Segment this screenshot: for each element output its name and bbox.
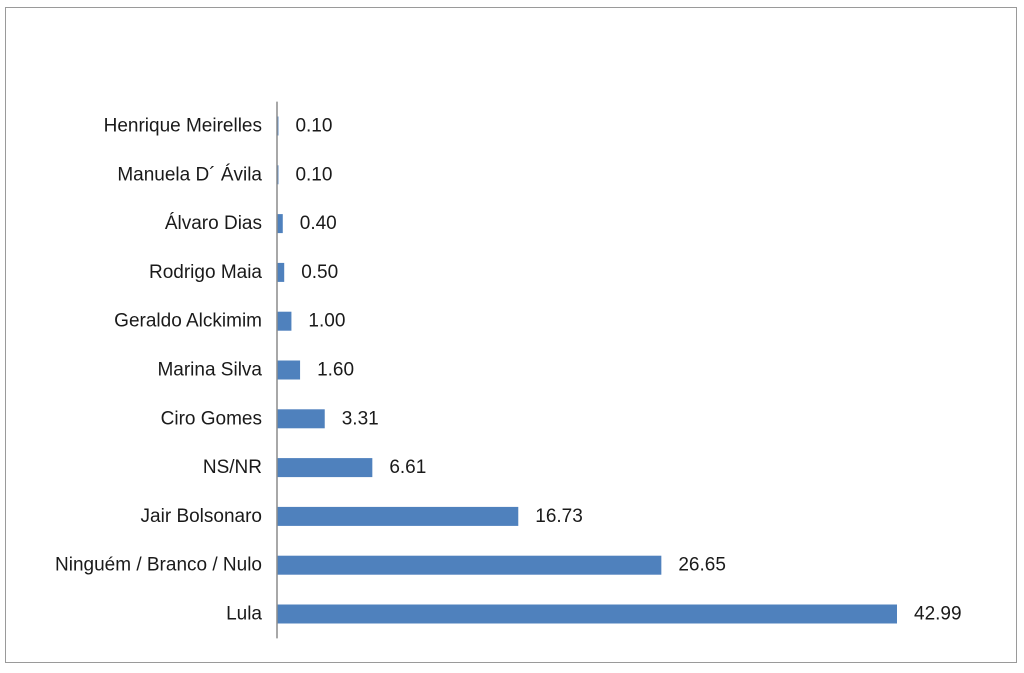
value-label-7: 6.61 xyxy=(389,457,426,478)
bar-7 xyxy=(277,458,373,478)
bar-4 xyxy=(277,311,292,331)
category-label-1: Manuela D´ Ávila xyxy=(117,164,262,185)
category-label-3: Rodrigo Maia xyxy=(149,262,262,283)
bar-9 xyxy=(277,555,662,575)
value-label-4: 1.00 xyxy=(308,311,345,332)
value-label-3: 0.50 xyxy=(301,262,338,283)
bar-10 xyxy=(277,604,897,624)
category-label-6: Ciro Gomes xyxy=(161,408,262,429)
category-label-8: Jair Bolsonaro xyxy=(141,506,262,527)
value-label-1: 0.10 xyxy=(295,164,332,185)
value-label-6: 3.31 xyxy=(342,408,379,429)
bars-group xyxy=(277,116,897,624)
bar-6 xyxy=(277,409,325,429)
chart-frame xyxy=(5,7,1017,663)
value-labels: 0.10 0.10 0.40 0.50 1.00 1.60 3.31 6.61 16.73 26.… xyxy=(295,116,961,625)
value-label-9: 26.65 xyxy=(678,555,726,576)
category-label-7: NS/NR xyxy=(203,457,262,478)
category-label-4: Geraldo Alckimim xyxy=(114,311,262,332)
category-label-10: Lula xyxy=(226,604,262,625)
category-label-5: Marina Silva xyxy=(157,360,262,381)
category-label-9: Ninguém / Branco / Nulo xyxy=(55,555,262,576)
bar-5 xyxy=(277,360,301,380)
category-label-2: Álvaro Dias xyxy=(165,213,262,234)
bar-2 xyxy=(277,214,283,234)
category-label-0: Henrique Meirelles xyxy=(104,116,262,137)
bar-3 xyxy=(277,262,285,282)
bar-8 xyxy=(277,506,519,526)
category-labels: Henrique Meirelles Manuela D´ Ávila Álvaro… xyxy=(55,116,262,625)
value-label-2: 0.40 xyxy=(300,213,337,234)
value-label-8: 16.73 xyxy=(535,506,583,527)
value-label-0: 0.10 xyxy=(295,116,332,137)
value-label-10: 42.99 xyxy=(914,604,962,625)
value-label-5: 1.60 xyxy=(317,360,354,381)
